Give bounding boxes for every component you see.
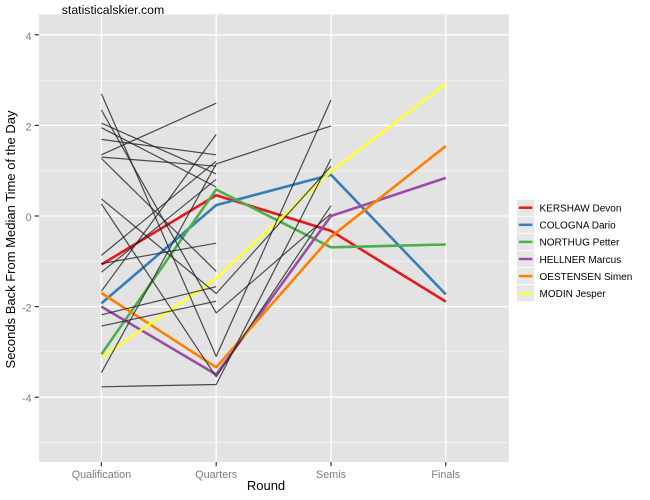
svg-text:Finals: Finals — [431, 469, 460, 481]
svg-text:Semis: Semis — [316, 469, 347, 481]
svg-text:0: 0 — [26, 212, 32, 224]
svg-text:4: 4 — [26, 31, 32, 43]
svg-text:Qualification: Qualification — [72, 469, 131, 481]
svg-text:KERSHAW Devon: KERSHAW Devon — [540, 204, 622, 215]
svg-text:Seconds Back From Median Time: Seconds Back From Median Time of the Day — [3, 110, 18, 368]
svg-text:Round: Round — [247, 478, 285, 493]
svg-text:COLOGNA Dario: COLOGNA Dario — [540, 221, 617, 232]
svg-text:-4: -4 — [22, 393, 32, 405]
svg-text:Quarters: Quarters — [195, 469, 238, 481]
svg-text:NORTHUG Petter: NORTHUG Petter — [540, 238, 620, 249]
svg-text:-2: -2 — [22, 303, 32, 315]
svg-text:2: 2 — [26, 121, 32, 133]
svg-text:MODIN Jesper: MODIN Jesper — [540, 289, 607, 300]
svg-text:OESTENSEN Simen: OESTENSEN Simen — [540, 272, 633, 283]
svg-text:statisticalskier.com: statisticalskier.com — [62, 3, 165, 17]
svg-text:HELLNER Marcus: HELLNER Marcus — [540, 255, 622, 266]
